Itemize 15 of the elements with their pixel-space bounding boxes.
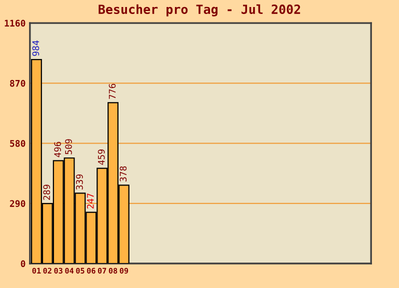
data-label: 496 [54, 142, 61, 158]
y-tick-label: 870 [10, 80, 26, 87]
y-tick-label: 0 [20, 260, 26, 268]
data-label: 289 [43, 184, 50, 200]
data-label: 378 [120, 166, 127, 182]
y-tick-label: 290 [10, 200, 26, 207]
data-label: 339 [76, 174, 83, 190]
data-label: 776 [108, 84, 116, 99]
data-label: 247 [86, 194, 94, 209]
chart-title: Besucher pro Tag - Jul 2002 [98, 4, 300, 16]
y-tick-label: 580 [10, 140, 26, 147]
data-label: 984 [32, 40, 40, 56]
y-tick-label: 1160 [4, 20, 26, 27]
data-label: 509 [65, 139, 72, 154]
data-label: 459 [98, 150, 105, 165]
